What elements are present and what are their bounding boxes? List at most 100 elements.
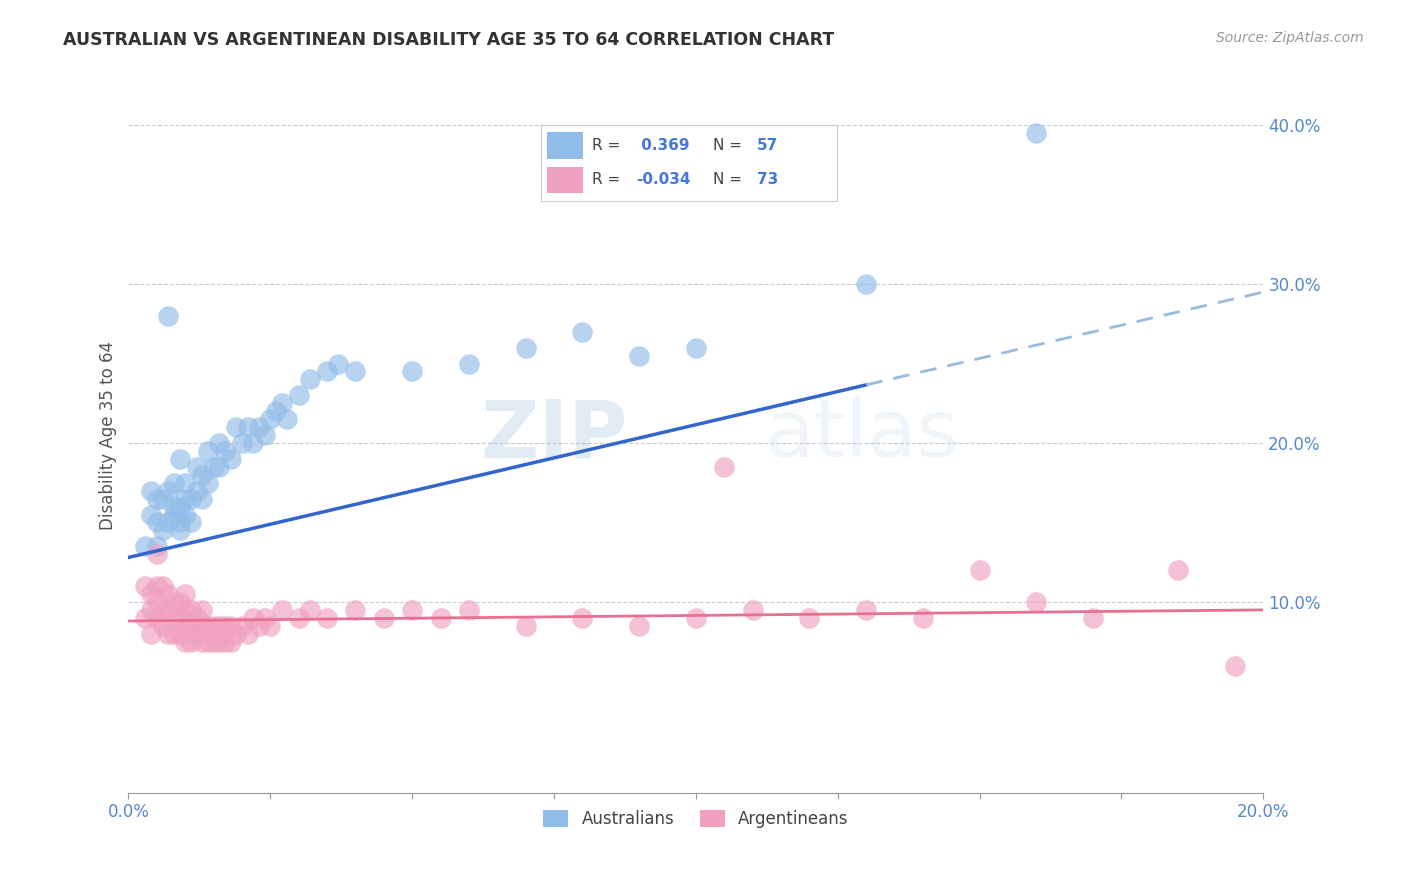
Point xyxy=(191,619,214,633)
Text: 57: 57 xyxy=(756,138,778,153)
Point xyxy=(628,619,651,633)
Text: Source: ZipAtlas.com: Source: ZipAtlas.com xyxy=(1216,31,1364,45)
Point xyxy=(219,451,242,466)
Point xyxy=(401,603,423,617)
Point xyxy=(146,516,169,530)
Point xyxy=(741,603,763,617)
Point xyxy=(141,626,163,640)
Point xyxy=(146,595,169,609)
Point xyxy=(571,325,593,339)
Point xyxy=(270,396,292,410)
Y-axis label: Disability Age 35 to 64: Disability Age 35 to 64 xyxy=(100,341,117,530)
Point xyxy=(571,611,593,625)
Point xyxy=(169,451,191,466)
Point xyxy=(515,341,537,355)
Point xyxy=(174,508,197,522)
Point xyxy=(316,364,339,378)
Point xyxy=(1081,611,1104,625)
Point xyxy=(401,364,423,378)
Text: ZIP: ZIP xyxy=(481,396,628,474)
Point xyxy=(186,626,208,640)
Point xyxy=(242,436,264,450)
Point xyxy=(146,611,169,625)
Point xyxy=(214,634,236,648)
Point xyxy=(180,516,202,530)
Point xyxy=(186,459,208,474)
Point xyxy=(152,579,174,593)
Point xyxy=(186,611,208,625)
Point xyxy=(141,587,163,601)
Point xyxy=(685,341,707,355)
Point xyxy=(328,357,350,371)
Text: 0.369: 0.369 xyxy=(636,138,689,153)
Point xyxy=(253,611,276,625)
Point xyxy=(287,388,309,402)
Point xyxy=(287,611,309,625)
Point xyxy=(264,404,287,418)
Point xyxy=(180,603,202,617)
Point xyxy=(219,634,242,648)
Point xyxy=(458,357,481,371)
Point xyxy=(219,619,242,633)
Point xyxy=(157,483,180,498)
Point xyxy=(174,603,197,617)
Point xyxy=(231,436,253,450)
Point xyxy=(146,491,169,506)
Point xyxy=(1025,126,1047,140)
Point xyxy=(141,483,163,498)
Point xyxy=(855,603,877,617)
Point xyxy=(163,595,186,609)
Point xyxy=(299,372,322,386)
Point xyxy=(969,563,991,577)
Point xyxy=(247,619,270,633)
Point xyxy=(152,603,174,617)
Text: AUSTRALIAN VS ARGENTINEAN DISABILITY AGE 35 TO 64 CORRELATION CHART: AUSTRALIAN VS ARGENTINEAN DISABILITY AGE… xyxy=(63,31,835,49)
Point xyxy=(208,619,231,633)
Point xyxy=(141,508,163,522)
Point xyxy=(713,459,735,474)
Point xyxy=(236,626,259,640)
Point xyxy=(197,444,219,458)
Point xyxy=(169,516,191,530)
Point xyxy=(628,349,651,363)
Point xyxy=(141,603,163,617)
Text: -0.034: -0.034 xyxy=(636,172,690,187)
Point xyxy=(202,619,225,633)
Point xyxy=(458,603,481,617)
Point xyxy=(191,491,214,506)
Point xyxy=(242,611,264,625)
Point xyxy=(163,475,186,490)
Text: 73: 73 xyxy=(756,172,778,187)
Point xyxy=(174,587,197,601)
Point xyxy=(253,428,276,442)
Point xyxy=(259,619,281,633)
Point xyxy=(1223,658,1246,673)
Point xyxy=(157,626,180,640)
Point xyxy=(214,619,236,633)
Point xyxy=(214,444,236,458)
Point xyxy=(174,634,197,648)
Point xyxy=(152,619,174,633)
Point xyxy=(197,634,219,648)
Point xyxy=(174,491,197,506)
Point xyxy=(202,459,225,474)
Point xyxy=(236,420,259,434)
Point xyxy=(1167,563,1189,577)
Point xyxy=(163,508,186,522)
Point xyxy=(208,436,231,450)
Point xyxy=(163,611,186,625)
Point xyxy=(208,634,231,648)
Point xyxy=(191,467,214,482)
Point xyxy=(169,500,191,514)
Point xyxy=(180,634,202,648)
Text: N =: N = xyxy=(713,138,747,153)
Text: R =: R = xyxy=(592,172,624,187)
Point xyxy=(169,524,191,538)
Point xyxy=(208,459,231,474)
Point xyxy=(180,491,202,506)
Point xyxy=(180,619,202,633)
Point xyxy=(163,626,186,640)
Point xyxy=(373,611,395,625)
Point xyxy=(146,579,169,593)
Point xyxy=(134,579,156,593)
